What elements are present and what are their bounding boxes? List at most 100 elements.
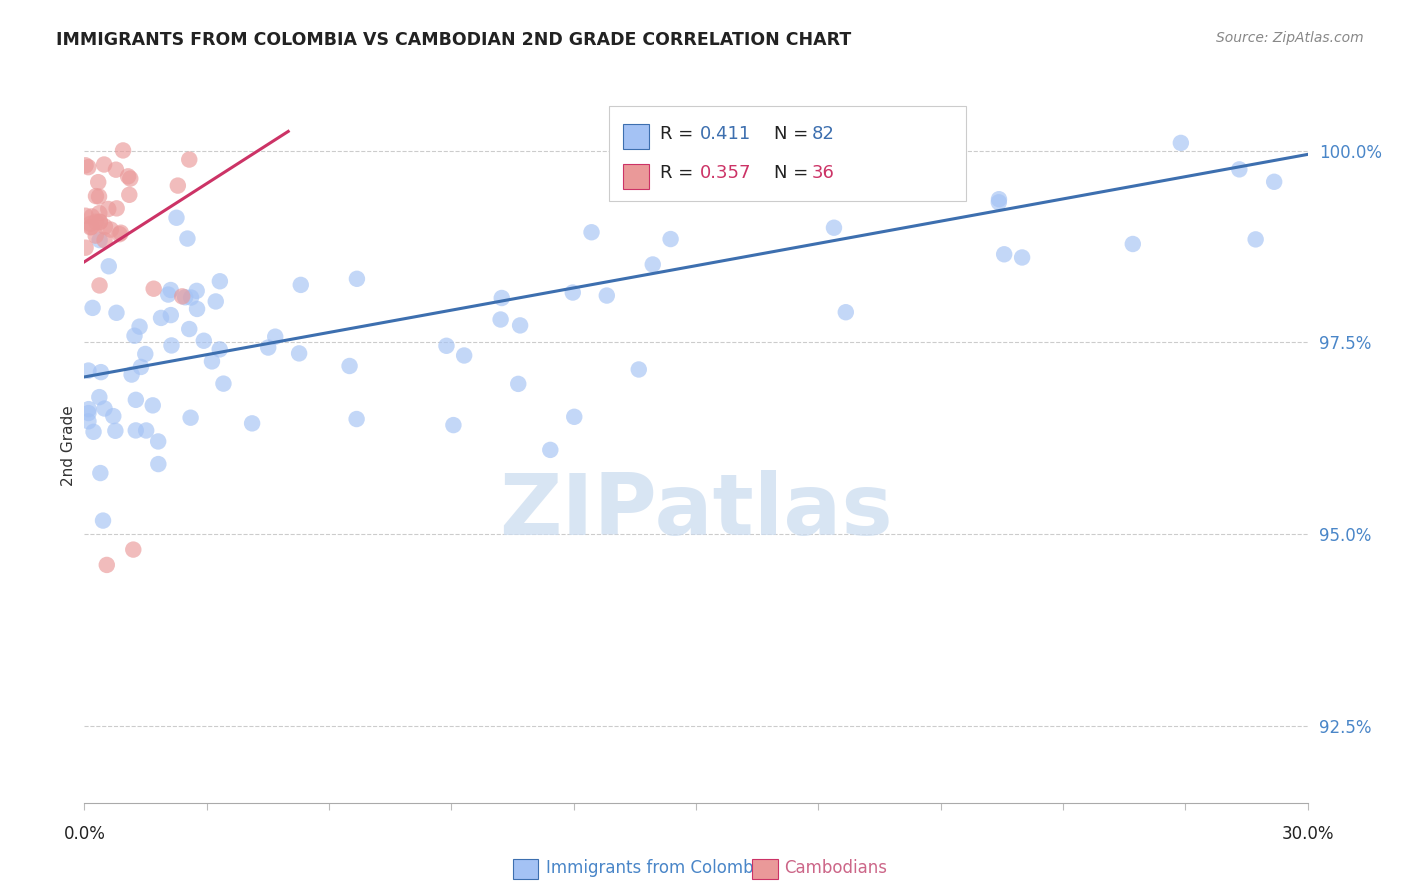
Point	[118, 187, 141, 202]
Point	[97, 202, 120, 216]
Point	[201, 354, 224, 368]
Point	[179, 322, 201, 336]
Point	[75, 241, 97, 255]
Point	[93, 233, 115, 247]
Text: ZIPatlas: ZIPatlas	[499, 470, 893, 553]
Text: Immigrants from Colombia: Immigrants from Colombia	[546, 859, 768, 877]
Point	[208, 343, 231, 357]
Text: R =: R =	[659, 125, 704, 143]
Point	[75, 209, 97, 223]
Point	[89, 215, 111, 229]
Point	[117, 169, 139, 184]
Point	[641, 257, 664, 271]
Point	[172, 289, 194, 303]
Point	[240, 417, 263, 431]
Point	[87, 175, 110, 189]
Point	[148, 434, 170, 449]
Point	[678, 169, 700, 183]
Point	[120, 171, 142, 186]
Point	[148, 457, 170, 471]
Point	[180, 410, 202, 425]
Point	[103, 409, 125, 423]
Point	[129, 359, 152, 374]
Point	[77, 414, 100, 428]
Point	[108, 227, 131, 242]
Point	[75, 158, 97, 172]
Point	[105, 202, 128, 216]
Point	[80, 219, 103, 234]
Point	[89, 466, 111, 480]
Point	[105, 306, 128, 320]
Point	[441, 418, 464, 433]
Text: Cambodians: Cambodians	[785, 859, 887, 877]
Point	[538, 442, 561, 457]
Point	[89, 206, 111, 220]
Text: 0.411: 0.411	[699, 125, 751, 143]
Point	[125, 424, 148, 438]
Point	[82, 301, 104, 315]
Point	[159, 308, 181, 322]
Text: 36: 36	[811, 164, 835, 182]
Point	[90, 365, 112, 379]
Point	[125, 392, 148, 407]
Point	[89, 278, 111, 293]
Point	[264, 329, 287, 343]
Point	[1122, 237, 1144, 252]
Point	[288, 346, 311, 360]
Text: N =: N =	[751, 125, 814, 143]
Point	[93, 157, 115, 171]
Point	[1263, 175, 1285, 189]
Point	[166, 211, 188, 225]
Text: 30.0%: 30.0%	[1281, 825, 1334, 843]
Point	[87, 189, 110, 203]
Point	[186, 284, 208, 298]
Point	[89, 233, 111, 247]
Point	[96, 558, 118, 572]
Point	[112, 144, 135, 158]
Point	[128, 319, 150, 334]
Point	[121, 368, 143, 382]
Point	[150, 310, 173, 325]
Point	[84, 215, 107, 229]
Point	[193, 334, 215, 348]
Point	[94, 219, 117, 234]
Y-axis label: 2nd Grade: 2nd Grade	[60, 406, 76, 486]
Point	[89, 390, 111, 404]
Point	[134, 347, 156, 361]
Point	[596, 288, 619, 302]
Point	[339, 359, 361, 373]
Point	[124, 328, 146, 343]
Point	[204, 294, 226, 309]
Text: N =: N =	[751, 164, 814, 182]
Point	[104, 162, 127, 177]
Point	[1170, 136, 1192, 150]
Point	[77, 402, 100, 417]
Text: 0.357: 0.357	[699, 164, 751, 182]
Point	[93, 401, 115, 416]
Point	[453, 349, 475, 363]
Point	[135, 424, 157, 438]
Point	[257, 341, 280, 355]
Point	[176, 231, 198, 245]
Point	[110, 226, 132, 240]
Text: R =: R =	[659, 164, 704, 182]
Point	[160, 338, 183, 352]
Point	[180, 291, 202, 305]
Point	[91, 514, 114, 528]
Point	[509, 318, 531, 333]
Point	[80, 210, 103, 224]
Point	[166, 178, 188, 193]
Point	[993, 247, 1015, 261]
Point	[84, 228, 107, 243]
Point	[346, 412, 368, 426]
Point	[179, 153, 201, 167]
Point	[142, 282, 165, 296]
Point	[987, 195, 1010, 210]
Point	[79, 220, 101, 235]
Point	[142, 398, 165, 412]
Point	[562, 409, 585, 424]
Point	[100, 222, 122, 236]
Point	[104, 424, 127, 438]
Point	[346, 272, 368, 286]
Point	[122, 542, 145, 557]
